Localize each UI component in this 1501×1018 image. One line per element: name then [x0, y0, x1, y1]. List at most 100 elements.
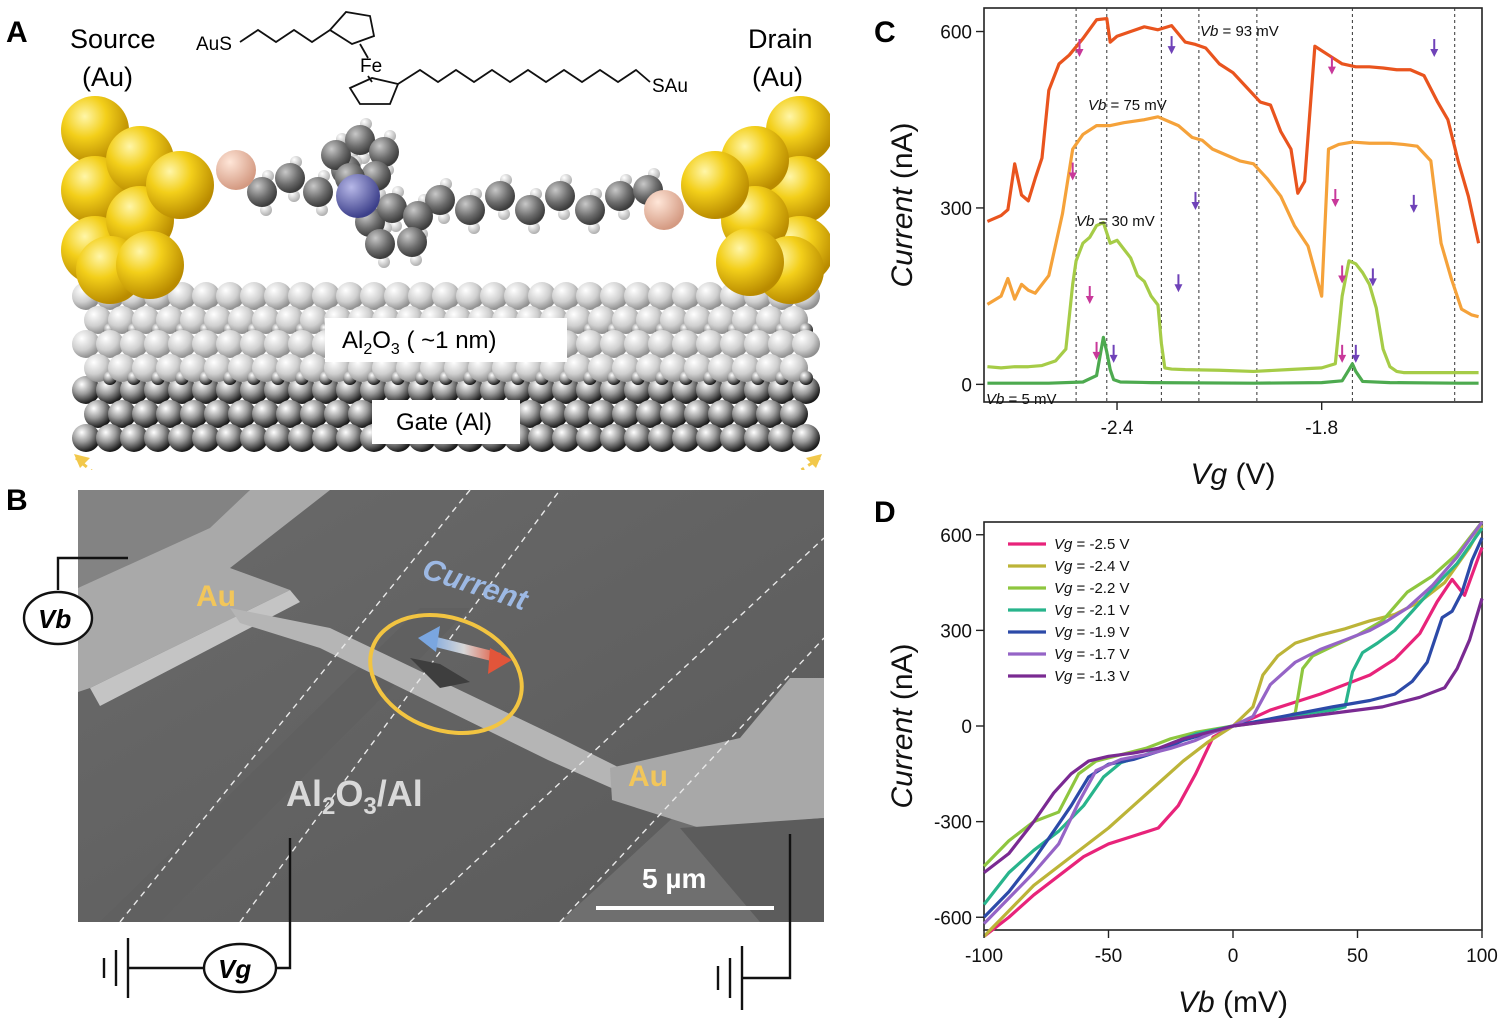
y-tick-label: 600 — [940, 23, 972, 44]
x-tick-label: -100 — [965, 946, 1003, 967]
gate-atom — [336, 424, 364, 452]
transition-arrow-purple-head — [1351, 354, 1360, 363]
oxide-atom — [624, 282, 652, 310]
hydrogen-atom — [498, 208, 510, 220]
substrate-label: Al2O3/Al — [286, 773, 423, 820]
x-axis-label: Vb (mV) — [1178, 986, 1288, 1018]
carbon-atom — [377, 193, 407, 223]
carbon-atom — [369, 137, 399, 167]
oxide-atom — [720, 330, 748, 358]
carbon-atom — [247, 177, 277, 207]
transition-arrow-magenta-head — [1085, 296, 1094, 305]
iron-atom — [336, 174, 380, 218]
panel-letter-a: A — [6, 16, 28, 49]
oxide-atom — [792, 330, 820, 358]
zoom-connector-left — [75, 456, 93, 470]
y-tick-label: -600 — [934, 908, 972, 929]
gate-atom — [192, 376, 220, 404]
transition-arrow-magenta-head — [1331, 199, 1340, 207]
hydrogen-atom — [378, 256, 390, 268]
gate-atom — [696, 424, 724, 452]
oxide-atom — [600, 330, 628, 358]
x-axis-label: Vg (V) — [1190, 458, 1275, 491]
oxide-atom — [312, 282, 340, 310]
panel-c-current-vs-gate-chart: C -2.4 -1.8 0 300 600 Vg (V) Current (nA) Vb = … — [874, 7, 1483, 491]
gate-label-box — [372, 400, 520, 444]
gate-atom — [516, 400, 544, 428]
oxide-atom — [672, 330, 700, 358]
oxide-oxygen-atom — [799, 371, 813, 385]
gate-atom — [744, 424, 772, 452]
gate-atom — [480, 376, 508, 404]
hydrogen-atom — [438, 212, 450, 224]
series-line-0 — [986, 16, 1481, 244]
y-tick-label: 300 — [940, 621, 972, 642]
gate-atom — [648, 424, 676, 452]
hydrogen-atom — [558, 208, 570, 220]
oxide-atom — [696, 282, 724, 310]
sulfur-atom — [644, 190, 684, 230]
molecule-ball-model — [216, 118, 684, 268]
series-label-3: Vb = 5 mV — [986, 391, 1056, 408]
connector-arrowhead-right — [806, 454, 822, 468]
gate-atom — [432, 376, 460, 404]
gate-atom — [720, 424, 748, 452]
gate-atom — [300, 400, 328, 428]
sem-image — [78, 489, 825, 923]
transition-arrow-magenta-head — [1327, 66, 1336, 75]
carbon-atom — [575, 195, 605, 225]
gate-atom — [636, 400, 664, 428]
panel-d-current-vs-bias-chart: D -100 -50 0 50 100 -600 -300 0 300 600 Vb (mV) Cur… — [874, 496, 1498, 1018]
gate-atom — [240, 376, 268, 404]
gate-atom — [108, 400, 136, 428]
gate-atom — [264, 424, 292, 452]
gate-atom — [240, 424, 268, 452]
gate-atom — [552, 424, 580, 452]
y-tick-label: 600 — [940, 526, 972, 547]
gate-atom — [228, 400, 256, 428]
transition-arrow-purple-head — [1167, 46, 1176, 55]
hydrogen-atom — [528, 222, 540, 234]
oxide-atom — [264, 282, 292, 310]
gate-atom — [144, 376, 172, 404]
hydrogen-atom — [316, 204, 328, 216]
y-tick-label: 300 — [940, 199, 972, 220]
gate-atom — [528, 376, 556, 404]
aus-left-label: AuS — [196, 34, 232, 55]
legend-label: Vg = -1.3 V — [1054, 668, 1129, 685]
x-tick-label: -2.4 — [1101, 418, 1134, 439]
oxide-atom — [192, 282, 220, 310]
carbon-atom — [321, 140, 351, 170]
gate-atom — [648, 376, 676, 404]
hydrogen-atom — [390, 220, 402, 232]
oxide-atom — [648, 330, 676, 358]
carbon-atom — [303, 177, 333, 207]
gate-atom — [360, 376, 388, 404]
gate-atom — [456, 376, 484, 404]
fe-label: Fe — [360, 56, 382, 77]
oxide-atom — [744, 330, 772, 358]
gate-atom — [264, 376, 292, 404]
gate-atom — [672, 424, 700, 452]
gate-atom — [708, 400, 736, 428]
gold-atom — [716, 228, 784, 296]
legend-label: Vg = -2.4 V — [1054, 558, 1129, 575]
oxide-atom — [288, 282, 316, 310]
oxide-atom — [576, 282, 604, 310]
gate-atom — [612, 400, 640, 428]
gate-atom — [168, 376, 196, 404]
gate-atom — [312, 376, 340, 404]
transition-arrow-purple-head — [1174, 284, 1183, 293]
series-line-2 — [987, 221, 1479, 375]
series-line-6 — [983, 598, 1484, 874]
carbon-atom — [485, 181, 515, 211]
gate-atom — [732, 400, 760, 428]
drain-gold-atoms — [681, 96, 830, 304]
gate-atom — [96, 376, 124, 404]
gate-atom — [672, 376, 700, 404]
oxide-atom — [408, 282, 436, 310]
series-label-0: Vb = 93 mV — [1200, 23, 1279, 40]
oxide-atom — [696, 330, 724, 358]
drain-label: Drain — [748, 24, 813, 54]
carbon-atom — [397, 227, 427, 257]
